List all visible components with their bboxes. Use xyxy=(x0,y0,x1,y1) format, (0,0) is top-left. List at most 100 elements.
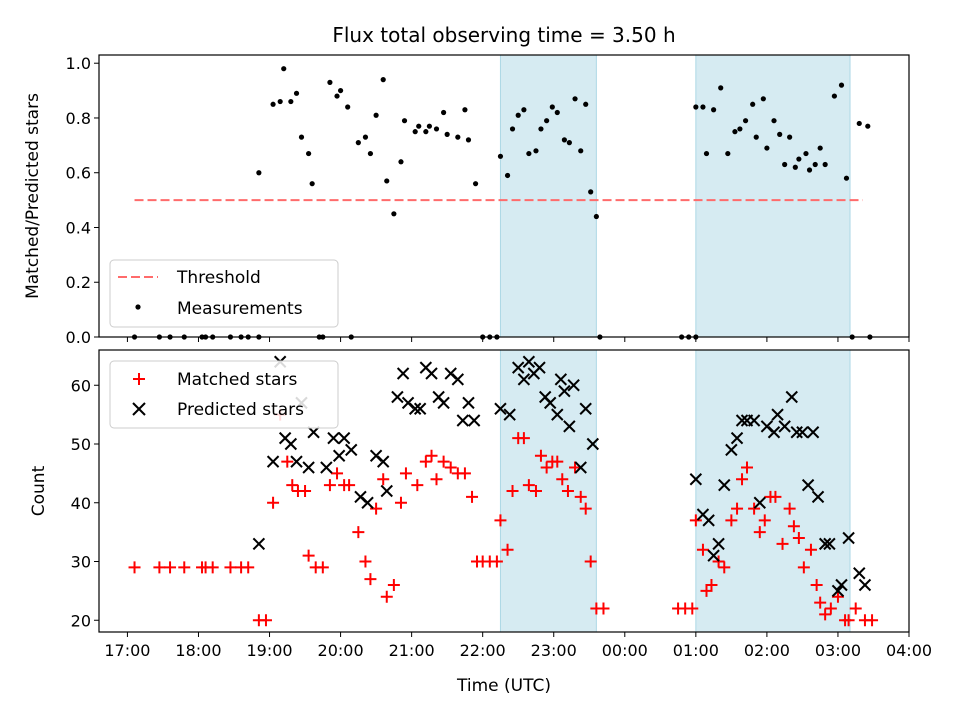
measurement-point xyxy=(426,123,432,129)
measurement-point xyxy=(288,98,294,105)
shaded-interval xyxy=(695,55,851,337)
measurement-point xyxy=(306,150,312,157)
y-tick-label: 0.0 xyxy=(66,328,91,347)
x-tick-label: 03:00 xyxy=(815,641,861,660)
matched-point xyxy=(224,561,237,574)
measurement-point xyxy=(572,96,578,102)
x-tick-label: 18:00 xyxy=(175,641,221,660)
predicted-point xyxy=(533,361,546,374)
predicted-point xyxy=(811,490,825,504)
matched-point xyxy=(792,532,805,544)
y-tick-label: 50 xyxy=(71,435,91,454)
predicted-point xyxy=(332,449,346,462)
measurement-point xyxy=(509,126,516,132)
predicted-point xyxy=(831,584,845,598)
measurement-point xyxy=(398,159,404,165)
matched-point xyxy=(411,479,424,492)
measurement-point xyxy=(843,175,850,181)
predicted-point xyxy=(771,408,784,421)
matched-point xyxy=(776,537,789,550)
y-tick-label: 1.0 xyxy=(66,54,91,73)
matched-point xyxy=(501,543,514,556)
measurement-point xyxy=(373,112,379,118)
x-tick-label: 02:00 xyxy=(744,641,790,660)
predicted-point xyxy=(718,478,731,492)
predicted-point xyxy=(467,414,481,427)
x-tick-label: 19:00 xyxy=(246,641,292,660)
measurement-point xyxy=(771,118,777,124)
measurement-point xyxy=(865,123,871,129)
measurement-point xyxy=(391,211,397,217)
predicted-point xyxy=(725,443,738,457)
matched-point xyxy=(758,514,771,527)
matched-point xyxy=(748,502,761,515)
matched-point xyxy=(506,485,519,497)
matched-point xyxy=(540,461,553,474)
predicted-point xyxy=(284,437,298,451)
predicted-point xyxy=(494,402,507,415)
legend-measurements-swatch xyxy=(135,304,141,310)
shaded-interval xyxy=(500,55,597,337)
matched-point xyxy=(696,543,709,556)
measurement-point xyxy=(593,213,599,220)
matched-point xyxy=(718,561,731,574)
predicted-point xyxy=(707,549,720,562)
measurement-point xyxy=(583,101,589,107)
measurement-point xyxy=(526,150,532,157)
measurement-point xyxy=(533,148,539,154)
y-tick-label: 0.8 xyxy=(66,109,91,128)
measurement-point xyxy=(444,131,450,137)
measurement-point xyxy=(380,77,386,83)
matched-point xyxy=(331,467,344,480)
matched-point xyxy=(736,473,749,486)
predicted-point xyxy=(853,567,866,580)
predicted-point xyxy=(320,461,333,474)
matched-point xyxy=(394,496,407,509)
matched-point xyxy=(810,579,823,591)
measurement-point xyxy=(700,104,706,110)
x-tick-label: 20:00 xyxy=(318,641,364,660)
matched-point xyxy=(804,543,817,556)
measurement-point xyxy=(433,126,440,132)
matched-point xyxy=(267,496,280,509)
matched-point xyxy=(741,461,753,474)
predicted-point xyxy=(753,496,766,509)
matched-point xyxy=(430,473,443,486)
x-tick-label: 21:00 xyxy=(389,641,435,660)
predicted-point xyxy=(785,390,798,404)
matched-point xyxy=(556,473,569,486)
matched-point xyxy=(399,467,412,480)
measurement-point xyxy=(337,87,344,94)
predicted-point xyxy=(252,537,266,551)
measurement-point xyxy=(270,101,276,107)
predicted-point xyxy=(425,367,438,380)
matched-point xyxy=(316,561,329,574)
matched-point xyxy=(705,579,718,591)
measurement-point xyxy=(588,189,594,195)
measurement-point xyxy=(355,140,361,146)
matched-point xyxy=(206,561,219,574)
predicted-point xyxy=(567,379,580,392)
measurement-point xyxy=(544,118,550,124)
matched-point xyxy=(529,485,542,497)
matched-point xyxy=(302,549,315,562)
measurement-point xyxy=(787,134,793,140)
matched-point xyxy=(569,461,582,474)
matched-point xyxy=(579,502,592,515)
y-tick-label: 40 xyxy=(71,494,91,513)
matched-point xyxy=(359,555,372,568)
measurement-point xyxy=(423,129,429,135)
matched-point xyxy=(425,449,438,462)
predicted-point xyxy=(517,373,531,386)
predicted-point xyxy=(345,443,358,457)
matched-point xyxy=(783,502,796,515)
matched-point xyxy=(343,479,356,492)
predicted-point xyxy=(858,578,872,592)
predicted-point xyxy=(391,390,404,404)
measurement-point xyxy=(764,145,770,151)
measurement-point xyxy=(711,107,717,113)
predicted-point xyxy=(563,420,576,433)
predicted-point xyxy=(689,473,703,486)
matched-point xyxy=(128,561,141,574)
